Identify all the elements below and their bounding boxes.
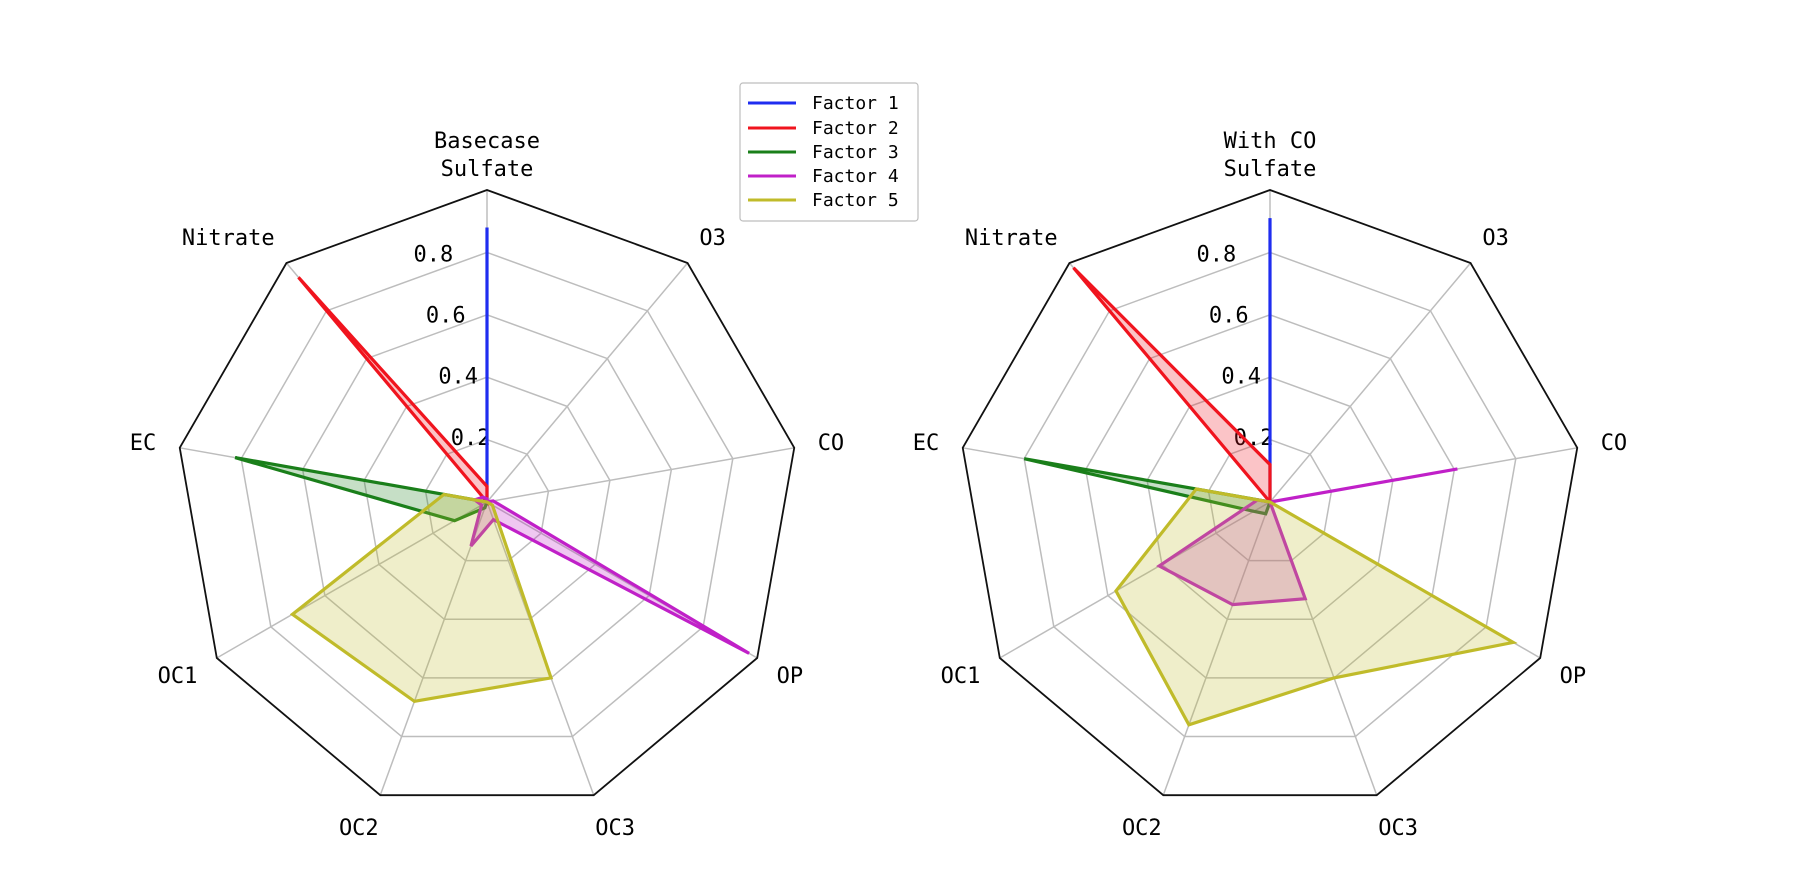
series-area [469, 495, 750, 655]
r-tick-label: 0.2 [451, 426, 491, 451]
series-area [1156, 467, 1458, 607]
r-tick-label: 0.6 [1209, 304, 1249, 329]
axis-label-op: OP [1560, 664, 1587, 689]
grid-spoke [1162, 501, 1271, 796]
grid-spoke [216, 501, 488, 659]
axis-label-sulfate: Sulfate [441, 157, 534, 182]
series-area [1114, 487, 1518, 727]
legend-entry-factor-3: Factor 3 [748, 142, 899, 163]
grid-ring [1084, 314, 1456, 679]
axis-label-nitrate: Nitrate [965, 226, 1058, 251]
axis-label-ec: EC [913, 431, 940, 456]
series-factor-5 [1114, 487, 1518, 727]
axis-label-oc3: OC3 [595, 816, 635, 841]
grid-spoke [379, 501, 488, 796]
legend-entry-factor-2: Factor 2 [748, 118, 899, 139]
r-tick-label: 0.4 [1221, 365, 1261, 390]
axis-label-co: CO [1601, 431, 1628, 456]
legend-label: Factor 3 [812, 142, 899, 163]
radar-panel-with-co: With CO 0.20.40.60.8SulfateO3COOPOC3OC2O… [913, 129, 1627, 841]
axis-label-ec: EC [130, 431, 157, 456]
axis-label-o3: O3 [699, 226, 726, 251]
grid-ring [1207, 438, 1333, 562]
series-factor-5 [289, 492, 554, 704]
legend-frame [739, 82, 919, 222]
series-area [1023, 457, 1273, 516]
grid-spoke [486, 262, 689, 503]
series-factor-4 [469, 495, 750, 655]
axis-label-nitrate: Nitrate [182, 226, 275, 251]
grid-ring [1146, 376, 1394, 621]
grid-spoke [999, 501, 1271, 659]
legend-entry-factor-5: Factor 5 [748, 190, 899, 211]
legend-label: Factor 4 [812, 166, 899, 187]
series-factor-2 [297, 276, 489, 507]
legend-entry-factor-4: Factor 4 [748, 166, 899, 187]
axis-label-oc1: OC1 [941, 664, 981, 689]
radar-frame [961, 189, 1579, 797]
radar-frame [178, 189, 796, 797]
axis-label-co: CO [818, 431, 845, 456]
series-area [297, 276, 489, 507]
axis-label-sulfate: Sulfate [1224, 157, 1317, 182]
axis-label-oc3: OC3 [1378, 816, 1418, 841]
series-area [234, 455, 490, 523]
r-tick-label: 0.8 [1197, 242, 1237, 267]
r-tick-label: 0.4 [438, 365, 478, 390]
panel-title: With CO [1224, 129, 1317, 154]
series-factor-3 [234, 455, 490, 523]
r-tick-label: 0.8 [414, 242, 454, 267]
legend-label: Factor 1 [812, 93, 899, 114]
axis-label-o3: O3 [1482, 226, 1509, 251]
grid-ring [301, 314, 673, 679]
r-tick-label: 0.6 [426, 304, 466, 329]
axis-label-oc2: OC2 [1122, 816, 1162, 841]
axis-label-oc2: OC2 [339, 816, 379, 841]
grid-ring [363, 376, 611, 621]
legend-entry-factor-1: Factor 1 [748, 93, 899, 114]
axis-label-oc1: OC1 [158, 664, 198, 689]
series-factor-4 [1156, 467, 1458, 607]
series-area [289, 492, 554, 704]
grid-spoke [1269, 262, 1472, 503]
grid-ring [240, 251, 734, 738]
panel-title: Basecase [434, 129, 540, 154]
grid-ring [424, 438, 550, 562]
legend-label: Factor 5 [812, 190, 899, 211]
grid-spoke [486, 447, 795, 503]
series-factor-3 [1023, 457, 1273, 516]
radar-panel-basecase: Basecase 0.2 0.4 0.6 0.8 Sulfate O3 CO OP OC3 OC2… [130, 129, 844, 841]
axis-label-op: OP [777, 664, 804, 689]
legend: Factor 1 Factor 2 Factor 3 Factor 4 Fact… [739, 82, 919, 222]
grid-ring [1023, 251, 1517, 738]
legend-label: Factor 2 [812, 118, 899, 139]
